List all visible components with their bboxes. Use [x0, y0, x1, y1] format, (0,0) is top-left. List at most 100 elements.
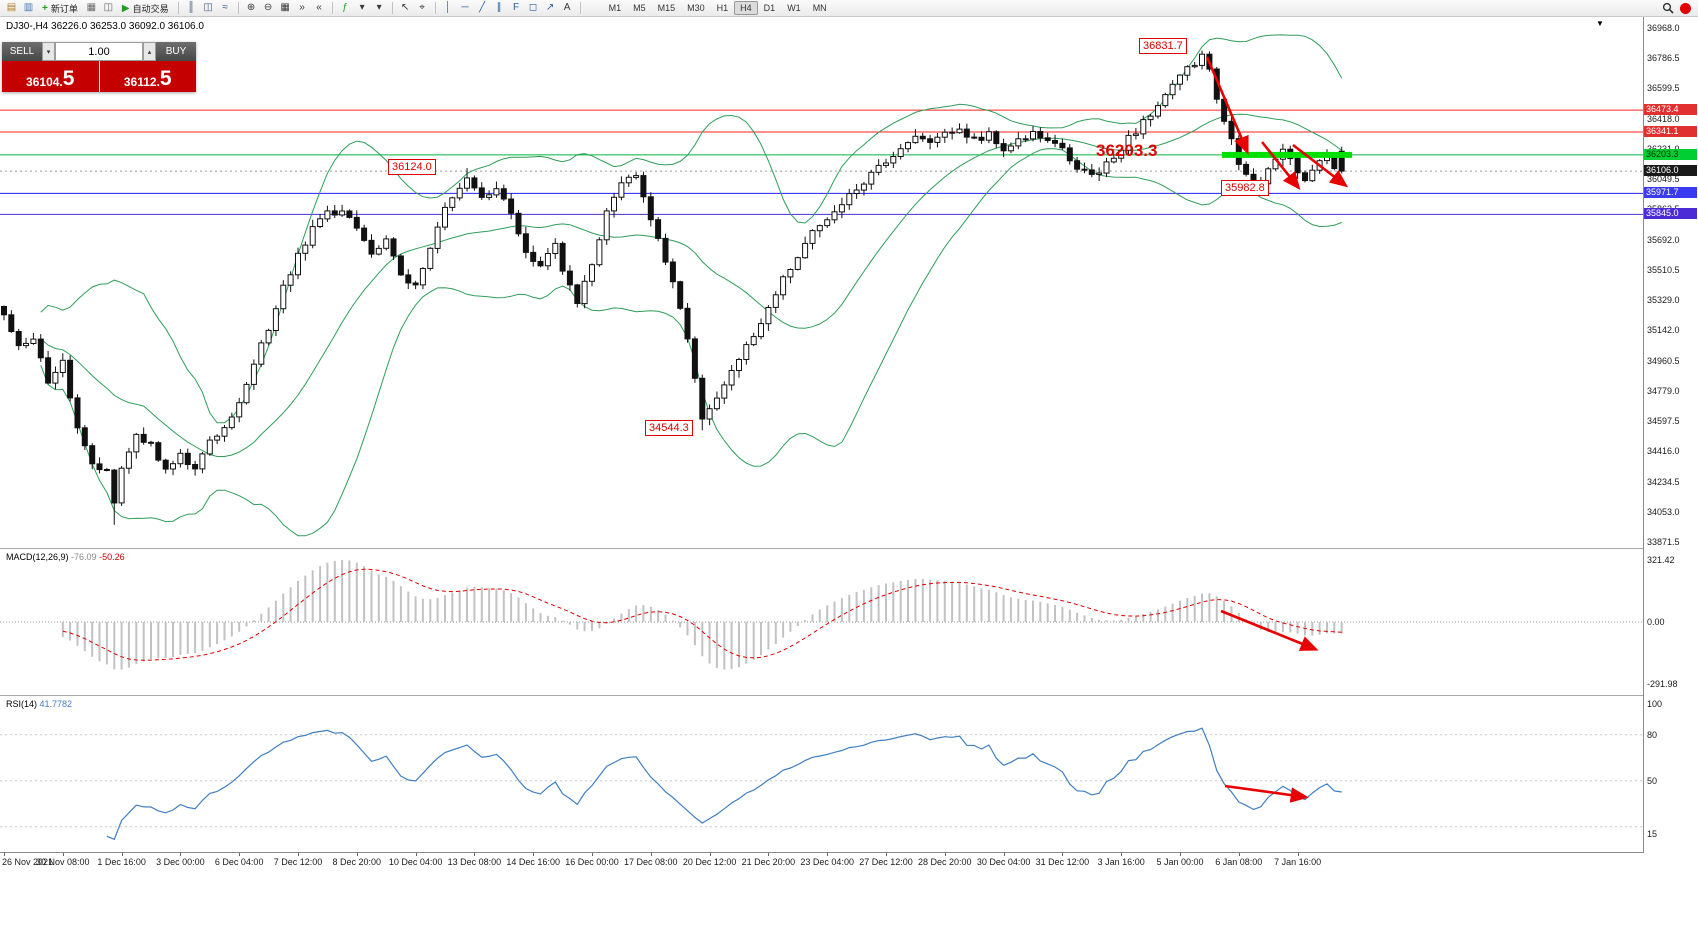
- bollinger-upper[interactable]: [40, 34, 1343, 424]
- time-label: 30 Nov 08:00: [36, 857, 90, 867]
- timeframe-m15[interactable]: M15: [657, 3, 676, 13]
- trend-arrow[interactable]: [1205, 56, 1249, 155]
- text-tool-icon[interactable]: A: [563, 2, 571, 13]
- autotrading-button[interactable]: ▶ 自动交易: [117, 1, 174, 16]
- pivot-highlight-zone[interactable]: [1222, 151, 1352, 158]
- trend-arrow[interactable]: [1260, 141, 1301, 191]
- line-chart-icon[interactable]: ≈: [222, 2, 228, 13]
- search-icon[interactable]: [1659, 1, 1676, 16]
- horizontal-line-icon[interactable]: ─: [461, 2, 469, 13]
- rsi-indicator-panel[interactable]: [0, 696, 1643, 852]
- macd-indicator-panel[interactable]: [0, 549, 1643, 695]
- lot-size-input[interactable]: 1.00: [55, 42, 143, 61]
- ohlc-values: 36226.0 36253.0 36092.0 36106.0: [51, 21, 204, 32]
- rsi-label: RSI(14) 41.7782: [6, 699, 72, 709]
- crosshair-icon[interactable]: ⌖: [419, 2, 425, 13]
- indicators-icon[interactable]: ƒ: [342, 2, 348, 13]
- time-tick: [239, 853, 241, 856]
- price-tick: 36968.0: [1647, 23, 1680, 33]
- toolbar-separator: [434, 2, 436, 14]
- zoom-out-icon[interactable]: ⊖: [263, 2, 273, 13]
- equidistant-channel-icon[interactable]: ∥: [496, 2, 502, 13]
- buy-price-big-digit: 5: [159, 67, 172, 90]
- time-axis[interactable]: 26 Nov 2021 30 Nov 08:00 1 Dec 16:00 3 Dec …: [0, 852, 1643, 870]
- time-tick: [62, 853, 64, 856]
- timeframe-m30[interactable]: M30: [687, 3, 705, 13]
- shapes-icon[interactable]: ◻: [528, 2, 538, 13]
- timeframe-buttons: M1 M5 M15 M30 H1 H4 D1 W1 MN: [603, 1, 833, 15]
- periods-dropdown-icon[interactable]: ▾: [376, 2, 382, 13]
- indicators-dropdown-icon[interactable]: ▾: [359, 2, 365, 13]
- cursor-icon[interactable]: ↖: [400, 2, 410, 13]
- price-level-chip: 36473.4: [1644, 104, 1697, 116]
- chart-shift-icon[interactable]: «: [316, 2, 322, 13]
- candlestick-chart-icon[interactable]: ◫: [203, 2, 213, 13]
- new-order-button[interactable]: + 新订单: [37, 1, 83, 16]
- rsi-trend-arrow[interactable]: [1224, 784, 1309, 803]
- macd-name: MACD(12,26,9): [6, 552, 69, 562]
- bar-chart-icon[interactable]: ║: [187, 2, 195, 13]
- rsi-name: RSI(14): [6, 699, 38, 709]
- bollinger-middle[interactable]: [40, 113, 1342, 457]
- vertical-line-icon[interactable]: │: [444, 2, 452, 13]
- time-label: 14 Dec 16:00: [506, 857, 560, 867]
- price-annotation[interactable]: 36831.7: [1139, 38, 1187, 54]
- lot-decrease-button[interactable]: ▾: [42, 42, 55, 61]
- macd-signal-line: [62, 568, 1342, 661]
- price-annotation[interactable]: 35982.8: [1221, 180, 1269, 196]
- sell-price-button[interactable]: 36104. 5: [2, 61, 99, 92]
- zoom-in-icon[interactable]: ⊕: [246, 2, 256, 13]
- timeframe-h1[interactable]: H1: [716, 3, 729, 13]
- panel-separator[interactable]: [0, 548, 1698, 549]
- buy-price-button[interactable]: 36112. 5: [98, 61, 196, 92]
- time-tick: [709, 853, 711, 856]
- price-axis[interactable]: 36968.036786.536599.536418.036231.036049…: [1644, 0, 1698, 943]
- macd-histogram: [61, 560, 1343, 670]
- arrows-tool-icon[interactable]: ↗: [545, 2, 555, 13]
- price-annotation[interactable]: 34544.3: [645, 420, 693, 436]
- lot-increase-button[interactable]: ▴: [143, 42, 156, 61]
- auto-scroll-icon[interactable]: »: [299, 2, 305, 13]
- one-click-trade-panel: SELL ▾ 1.00 ▴ BUY 36104. 5 36112. 5: [2, 42, 196, 92]
- macd-axis-tick: -291.98: [1647, 679, 1678, 689]
- rsi-axis-tick: 50: [1647, 775, 1658, 786]
- timeframe-m5[interactable]: M5: [633, 3, 646, 13]
- price-tick: 35692.0: [1647, 234, 1680, 245]
- time-tick: [1238, 853, 1240, 856]
- pivot-price-label[interactable]: 36203.3: [1096, 141, 1158, 160]
- time-label: 6 Jan 08:00: [1215, 857, 1263, 867]
- toolbar-separator: [177, 2, 179, 14]
- tile-windows-icon[interactable]: ▦: [280, 2, 290, 13]
- macd-value-signal: -50.26: [99, 552, 125, 562]
- sell-button[interactable]: SELL: [2, 42, 42, 61]
- panel-separator[interactable]: [0, 695, 1698, 696]
- buy-button[interactable]: BUY: [156, 42, 196, 61]
- main-chart[interactable]: [0, 17, 1643, 549]
- trendline-icon[interactable]: ╱: [479, 2, 486, 13]
- timeframe-w1[interactable]: W1: [787, 3, 801, 13]
- rsi-value: 41.7782: [39, 699, 73, 709]
- price-level-chip: 36203.3: [1644, 148, 1697, 160]
- time-tick: [768, 853, 770, 856]
- timeframe-d1[interactable]: D1: [763, 3, 776, 13]
- alert-badge[interactable]: [1680, 2, 1691, 14]
- time-label: 28 Dec 20:00: [918, 857, 972, 867]
- profiles-icon[interactable]: ▥: [23, 2, 34, 13]
- fibonacci-icon[interactable]: F: [513, 2, 520, 13]
- rsi-line: [106, 727, 1342, 841]
- toolbar-separator: [331, 2, 333, 14]
- new-chart-icon[interactable]: ▤: [6, 2, 17, 13]
- price-tick: 36599.5: [1647, 83, 1680, 94]
- timeframe-h4[interactable]: H4: [734, 1, 758, 15]
- trend-arrow[interactable]: [1292, 143, 1349, 188]
- price-annotation[interactable]: 36124.0: [388, 159, 436, 175]
- timeframe-mn[interactable]: MN: [812, 3, 827, 13]
- bollinger-lower[interactable]: [40, 148, 1342, 537]
- horizontal-level-lines[interactable]: [0, 109, 1643, 215]
- chart-window-icon[interactable]: ▦: [86, 2, 97, 13]
- price-tick: 34416.0: [1647, 446, 1680, 457]
- navigator-icon[interactable]: ◫: [103, 2, 114, 13]
- time-label: 20 Dec 12:00: [682, 857, 737, 867]
- timeframe-m1[interactable]: M1: [608, 3, 622, 13]
- macd-trend-arrow[interactable]: [1220, 609, 1319, 651]
